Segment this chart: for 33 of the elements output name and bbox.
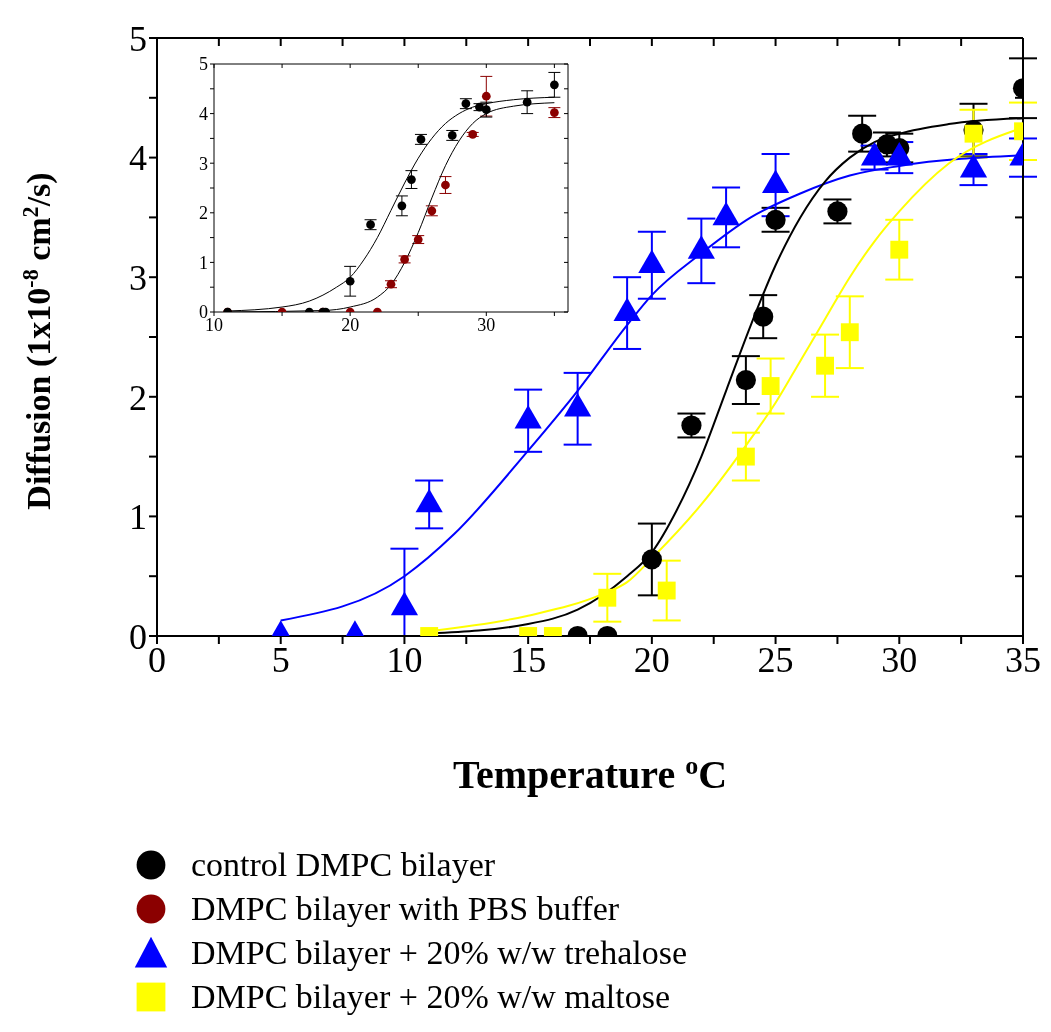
point [522, 97, 532, 107]
x-tick-label: 20 [633, 639, 670, 680]
x-axis-title: Temperature $^{o}$C [452, 750, 728, 797]
legend-label: DMPC bilayer + 20% w/w maltose [191, 978, 671, 1015]
point [345, 276, 355, 286]
y-tick-label: 5 [199, 54, 208, 75]
x-tick-label: 15 [510, 639, 547, 680]
legend-label: DMPC bilayer with PBS buffer [191, 890, 620, 927]
point [400, 255, 409, 264]
x-tick-label: 35 [1005, 639, 1041, 680]
x-tick-label: 20 [341, 314, 360, 335]
point [397, 201, 407, 211]
legend-label: control DMPC bilayer [191, 846, 496, 883]
y-tick-label: 1 [199, 252, 208, 273]
y-tick-label: 4 [129, 138, 147, 179]
y-tick-label: 4 [199, 103, 208, 124]
y-tick-label: 1 [129, 497, 147, 538]
y-tick-label: 5 [129, 18, 147, 59]
x-tick-label: 30 [477, 314, 496, 335]
x-tick-label: 5 [271, 639, 290, 680]
point [481, 91, 491, 101]
point [407, 175, 416, 184]
legend-label: DMPC bilayer + 20% w/w trehalose [191, 934, 688, 971]
y-tick-label: 2 [199, 203, 208, 224]
x-tick-label: 10 [386, 639, 423, 680]
y-tick-label: 3 [129, 257, 147, 298]
y-tick-label: 2 [129, 377, 147, 418]
point [481, 105, 491, 114]
y-tick-label: 3 [199, 153, 208, 174]
point [550, 80, 559, 90]
point [441, 180, 450, 190]
x-tick-label: 30 [881, 639, 918, 680]
x-tick-label: 25 [757, 639, 794, 680]
